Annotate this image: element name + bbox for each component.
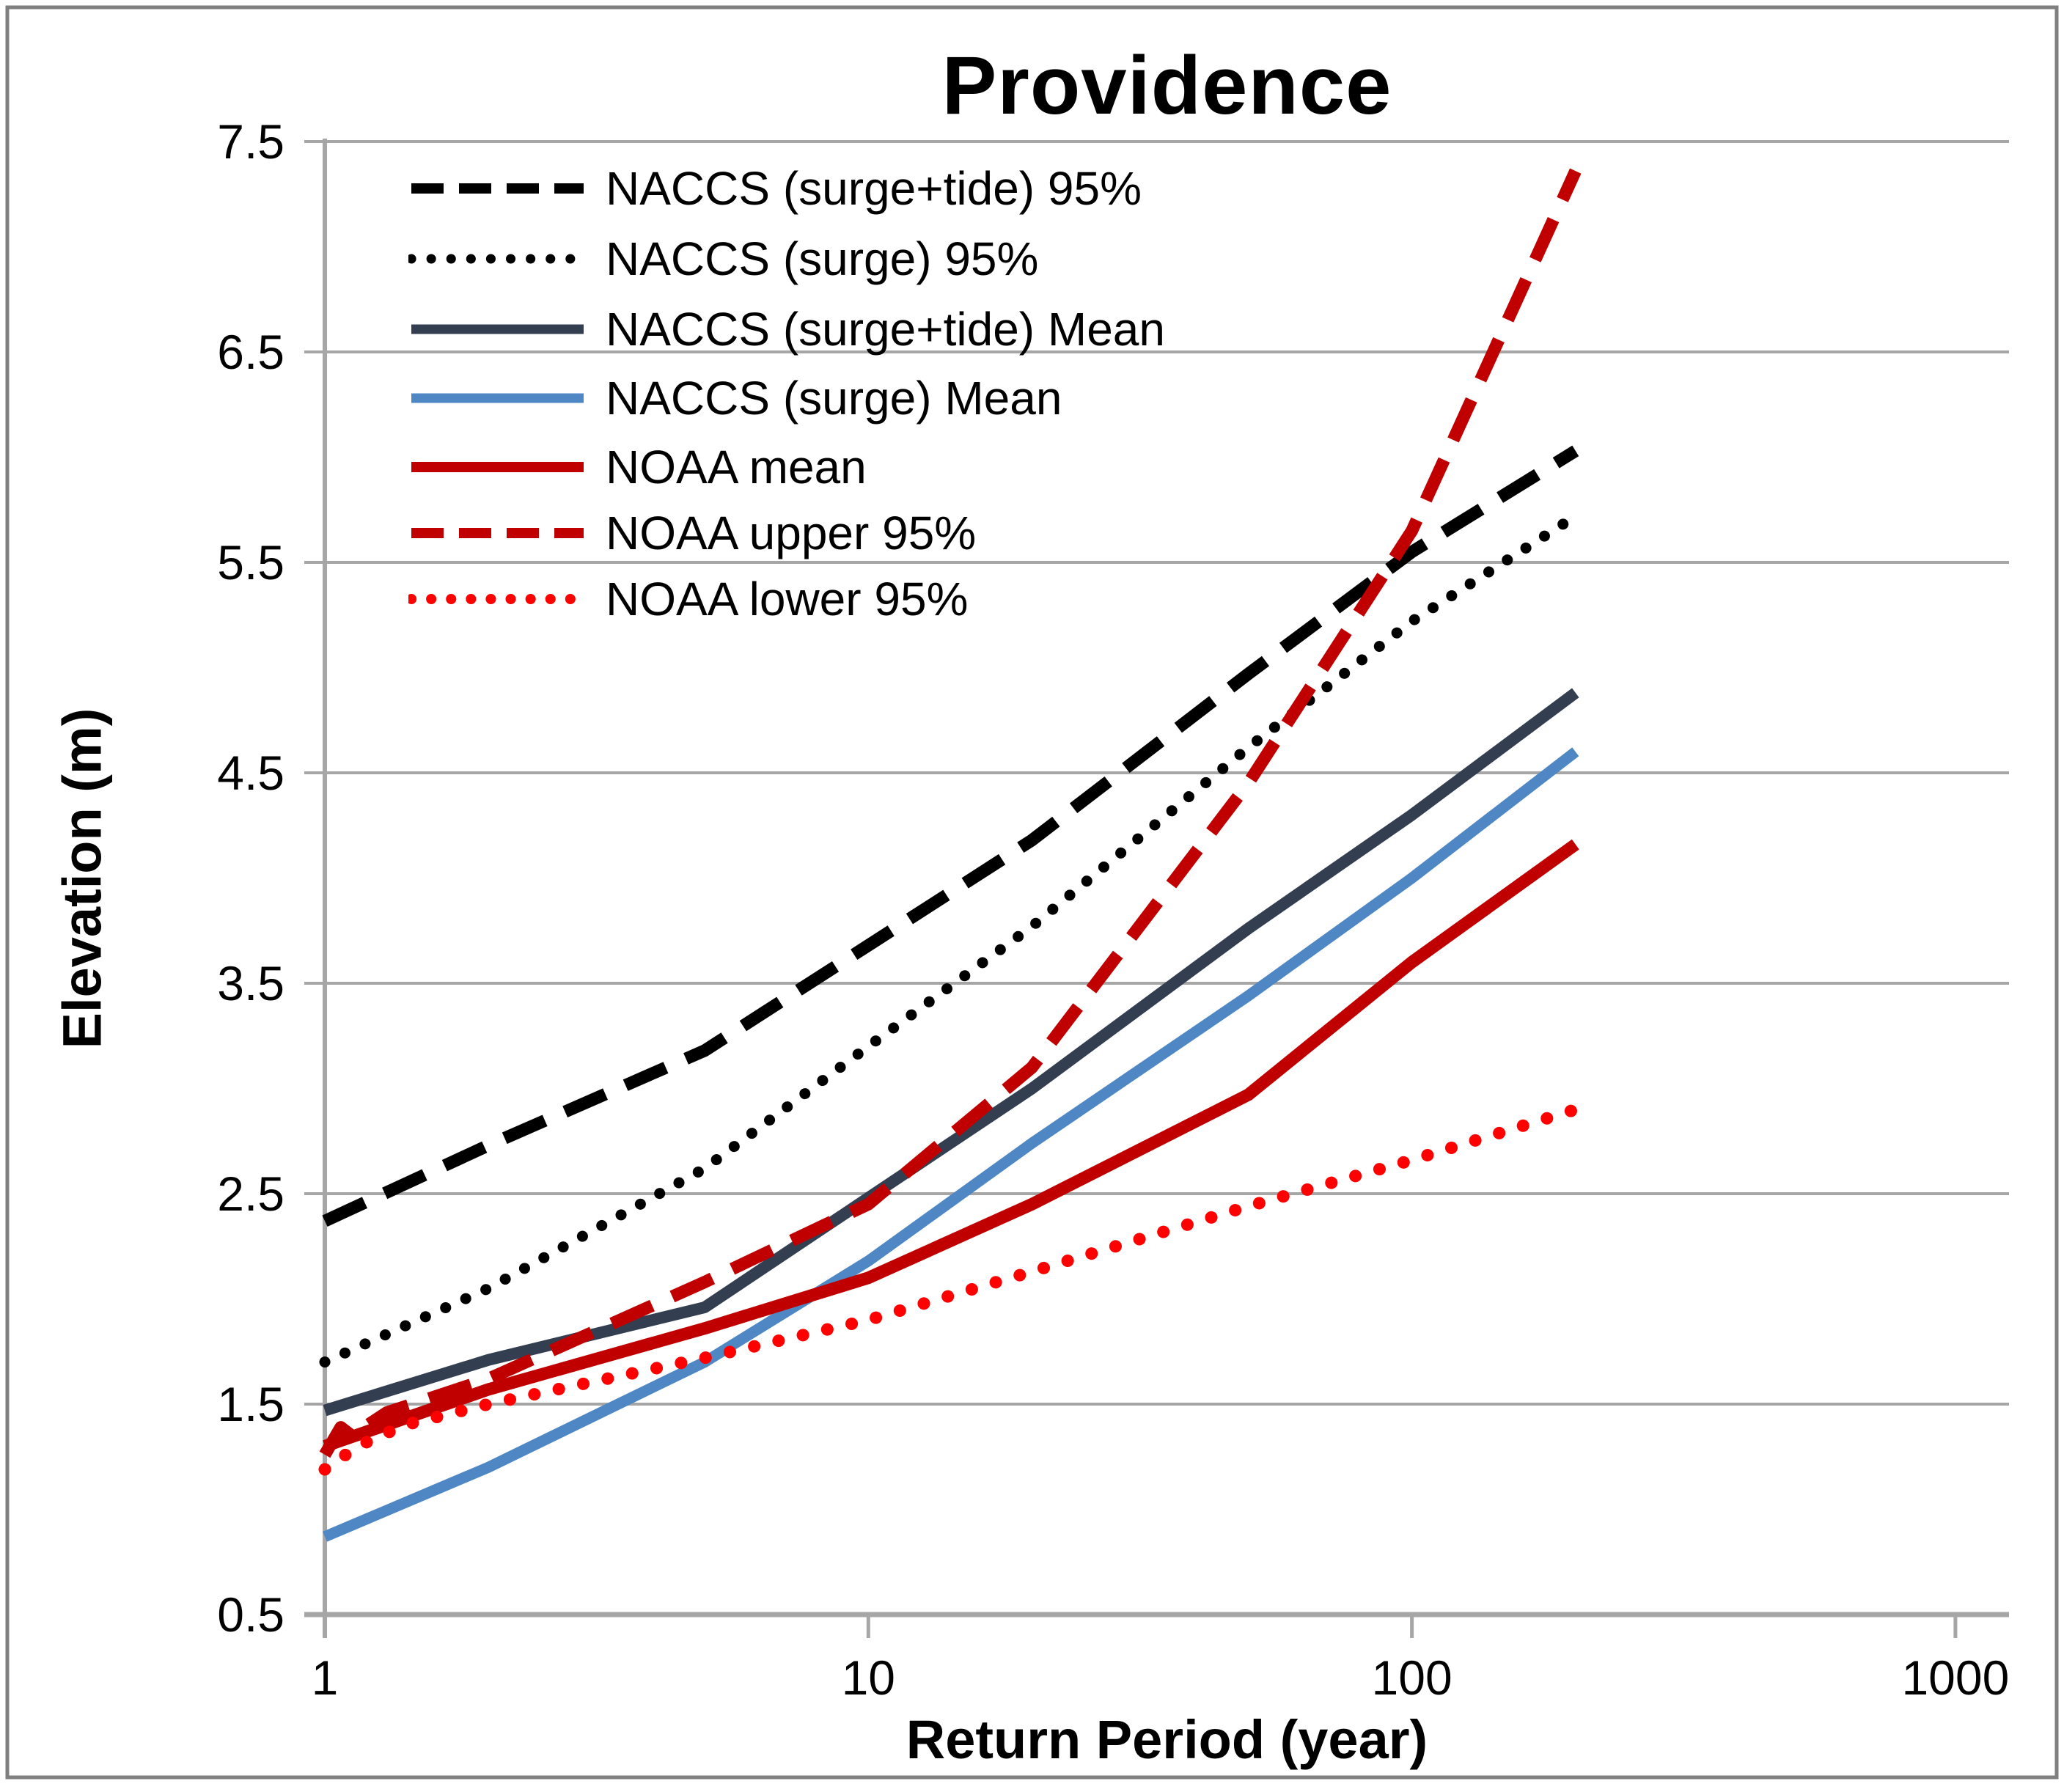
series-line-naccs-surge-tide-mean — [323, 688, 1579, 1417]
x-tick-label-10: 10 — [841, 1650, 895, 1705]
x-tick-label-1000: 1000 — [1901, 1650, 2010, 1705]
legend-label: NOAA lower 95% — [606, 573, 969, 625]
y-tick-label-0.5: 0.5 — [217, 1587, 284, 1642]
y-tick-label-6.5: 6.5 — [217, 325, 284, 379]
legend-swatch-solid-icon — [411, 324, 584, 334]
legend-item-noaa-upper-95: NOAA upper 95% — [408, 499, 976, 567]
legend-item-naccs-surge-tide-95: NACCS (surge+tide) 95% — [408, 155, 1142, 222]
x-tick-label-1: 1 — [311, 1650, 339, 1705]
legend-label: NACCS (surge) Mean — [606, 372, 1062, 425]
legend-item-naccs-surge-mean: NACCS (surge) Mean — [408, 364, 1062, 432]
y-tick-label-3.5: 3.5 — [217, 956, 284, 1010]
series-line-naccs-surge-mean — [323, 747, 1579, 1542]
chart-title: Providence — [941, 40, 1392, 131]
legend-swatch-solid-icon — [411, 462, 584, 472]
y-tick-label-7.5: 7.5 — [217, 114, 284, 169]
y-tick-label-5.5: 5.5 — [217, 535, 284, 590]
series-line-noaa-lower-95 — [318, 1103, 1582, 1476]
legend-label: NOAA mean — [606, 441, 867, 493]
legend-swatch-dashed-icon — [411, 528, 584, 538]
series-line-naccs-surge-tide-95 — [322, 445, 1579, 1227]
legend-item-noaa-mean: NOAA mean — [408, 433, 867, 501]
legend-swatch-dotted-icon — [408, 594, 587, 604]
y-tick-label-2.5: 2.5 — [217, 1167, 284, 1221]
y-tick-label-1.5: 1.5 — [217, 1377, 284, 1431]
legend-label: NOAA upper 95% — [606, 507, 977, 559]
series-line-noaa-upper-95 — [319, 168, 1582, 1458]
legend-label: NACCS (surge+tide) Mean — [606, 303, 1165, 356]
x-tick-label-100: 100 — [1371, 1650, 1452, 1705]
legend-label: NACCS (surge+tide) 95% — [606, 162, 1142, 215]
figure-border — [5, 5, 2059, 1780]
legend-item-naccs-surge-tide-mean: NACCS (surge+tide) Mean — [408, 295, 1165, 363]
legend-label: NACCS (surge) 95% — [606, 232, 1039, 285]
legend-swatch-dotted-icon — [408, 254, 587, 264]
series-line-noaa-mean — [323, 839, 1579, 1453]
legend-item-naccs-surge-95: NACCS (surge) 95% — [408, 225, 1038, 293]
legend-swatch-dashed-icon — [411, 183, 584, 194]
x-axis-title: Return Period (year) — [906, 1709, 1428, 1770]
legend-swatch-solid-icon — [411, 393, 584, 403]
y-tick-label-4.5: 4.5 — [217, 746, 284, 800]
series-line-naccs-surge-95 — [319, 510, 1582, 1368]
legend-item-noaa-lower-95: NOAA lower 95% — [408, 565, 968, 633]
